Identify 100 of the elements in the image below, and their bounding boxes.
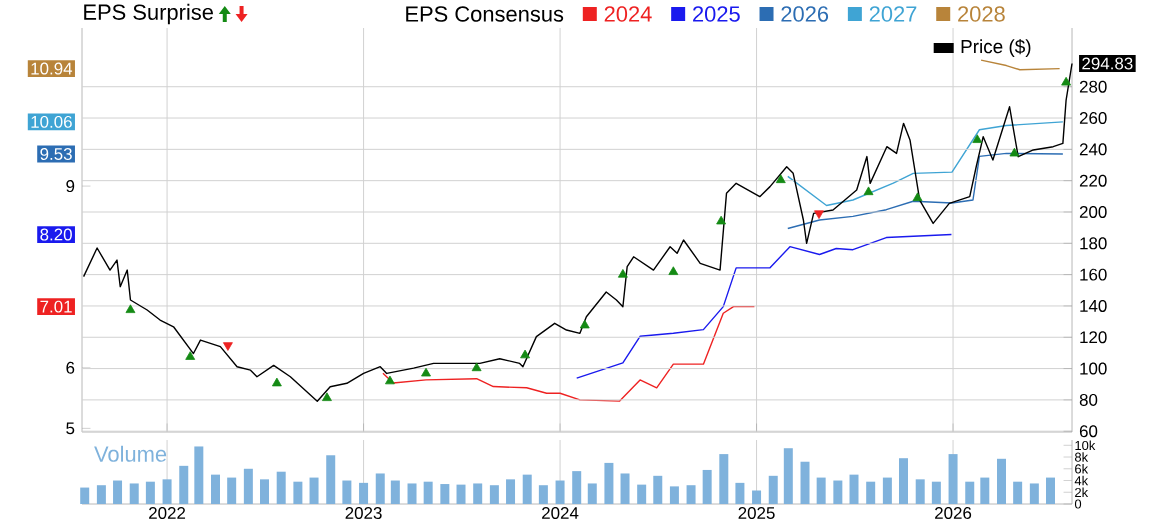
x-tick-label: 2026 — [935, 507, 972, 520]
y-tick-label: 9 — [66, 180, 75, 193]
point — [972, 134, 983, 143]
bar — [80, 487, 90, 504]
y-tick-label: 10.06 — [31, 115, 72, 128]
y2-tick-label: 180 — [1080, 237, 1107, 250]
bar — [276, 471, 286, 504]
point — [322, 392, 332, 402]
point — [385, 375, 395, 385]
bar — [882, 477, 892, 504]
bar — [326, 455, 336, 504]
bar — [440, 484, 450, 504]
point — [579, 319, 590, 329]
y2-tick-label: 260 — [1079, 112, 1107, 125]
bar — [686, 485, 696, 504]
bar — [849, 474, 859, 504]
bar — [96, 485, 106, 504]
point — [716, 215, 727, 225]
bar — [145, 481, 155, 504]
bar — [931, 481, 941, 504]
point — [125, 304, 136, 314]
y2-tick-label: 294.83 — [1082, 57, 1133, 70]
bar — [129, 483, 139, 504]
y2-tick-label: 200 — [1079, 206, 1107, 218]
bar — [752, 490, 762, 504]
y-tick-label: 5 — [66, 422, 75, 435]
bar — [375, 473, 385, 504]
legend-label: Price ($) — [961, 39, 1031, 57]
bar — [866, 481, 876, 504]
bar — [1029, 483, 1039, 504]
x-tick-label: 2024 — [542, 507, 579, 520]
y-tick-label: 8.20 — [40, 228, 72, 241]
bar — [915, 479, 925, 504]
bar — [407, 483, 417, 504]
bar — [179, 465, 189, 504]
point — [1009, 147, 1020, 157]
bar — [735, 482, 745, 504]
text: EPS Surprise — [84, 3, 213, 25]
bar — [637, 484, 647, 504]
point — [814, 210, 824, 219]
bar — [194, 446, 204, 504]
point — [223, 342, 233, 351]
y2-tick-label: 140 — [1080, 299, 1107, 312]
legend-title: EPS Consensus — [406, 6, 564, 22]
bar — [506, 479, 516, 504]
bar — [113, 480, 123, 504]
bar — [604, 462, 614, 504]
legend-label: 2026 — [781, 6, 829, 22]
bar — [227, 477, 237, 504]
point — [185, 351, 196, 360]
point — [617, 269, 628, 278]
bar — [1013, 481, 1023, 504]
point — [668, 266, 679, 275]
bar — [719, 454, 729, 504]
y2-tick-label: 100 — [1080, 362, 1107, 375]
chart-title: Volume — [94, 445, 167, 462]
bar — [965, 481, 975, 504]
bar — [538, 485, 548, 504]
bar — [555, 480, 565, 504]
point — [863, 186, 874, 196]
x-tick-label: 2022 — [149, 507, 186, 520]
bar — [522, 474, 532, 504]
bar — [768, 475, 778, 504]
y-tick-label: 9.53 — [40, 148, 72, 160]
bar — [342, 480, 352, 504]
bar — [587, 483, 597, 504]
bar — [899, 458, 909, 504]
y2-tick-label: 80 — [1079, 393, 1098, 406]
bar — [572, 471, 582, 504]
y2-tick-label: 120 — [1080, 331, 1107, 344]
bar — [997, 458, 1006, 504]
y2-tick-label: 240 — [1079, 143, 1107, 156]
bar — [702, 469, 712, 504]
bar — [243, 468, 253, 504]
point — [421, 367, 431, 377]
y-tick-label: 6 — [66, 361, 75, 374]
bar — [423, 481, 433, 504]
legend-label: 2028 — [958, 6, 1005, 22]
x-tick-label: 2023 — [345, 507, 382, 520]
y2-tick-label: 60 — [1079, 425, 1098, 438]
y-tick-label: 7.01 — [40, 300, 72, 313]
bar — [800, 461, 810, 504]
y2-tick-label: 160 — [1080, 268, 1107, 281]
bar — [948, 454, 958, 504]
point — [1061, 76, 1072, 86]
bar — [162, 479, 172, 504]
bar — [359, 482, 369, 504]
legend-label: 2027 — [869, 6, 917, 22]
bar — [390, 480, 400, 504]
y2-tick-label: 280 — [1079, 80, 1107, 93]
bar — [669, 486, 679, 504]
bar — [309, 477, 319, 504]
bar — [833, 480, 843, 504]
bar — [456, 484, 466, 504]
legend-label: 2024 — [604, 6, 652, 22]
bar — [620, 473, 630, 504]
line-series — [576, 233, 953, 379]
y-tick-label: 10.94 — [31, 62, 73, 75]
bar — [211, 474, 221, 504]
y2-tick-label: 220 — [1079, 174, 1107, 187]
